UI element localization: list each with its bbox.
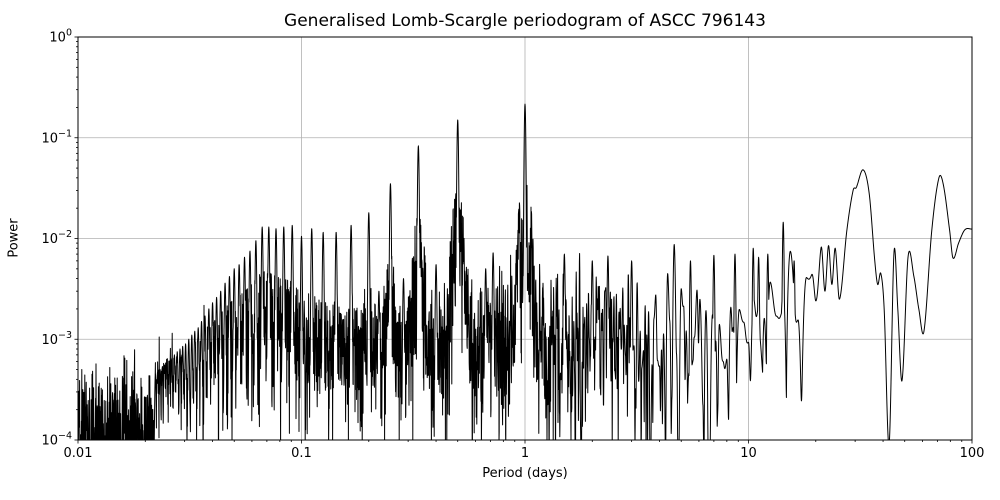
grid-lines: [78, 37, 972, 440]
y-tick-label: 100: [49, 28, 72, 46]
x-tick-label: 10: [740, 446, 757, 461]
y-tick-label: 10−3: [41, 330, 72, 348]
x-tick-label: 0.01: [64, 446, 93, 461]
periodogram-line: [78, 103, 972, 441]
y-tick-label: 10−1: [41, 128, 72, 146]
chart-title: Generalised Lomb-Scargle periodogram of …: [284, 11, 766, 31]
y-tick-label: 10−2: [41, 229, 72, 247]
x-tick-label: 1: [521, 446, 529, 461]
periodogram-series: [78, 103, 972, 441]
x-tick-label: 0.1: [291, 446, 312, 461]
x-axis-label: Period (days): [482, 466, 568, 481]
x-tick-label: 100: [960, 446, 985, 461]
axis-ticks: [74, 36, 973, 444]
x-tick-labels: 0.01 0.1 1 10 100: [64, 446, 985, 461]
